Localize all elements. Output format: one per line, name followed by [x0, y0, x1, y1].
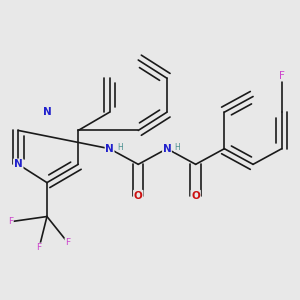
- Text: O: O: [191, 191, 200, 201]
- Text: N: N: [163, 144, 171, 154]
- Text: N: N: [14, 159, 22, 169]
- Text: H: H: [117, 143, 123, 152]
- Text: N: N: [43, 107, 51, 117]
- Text: F: F: [8, 217, 13, 226]
- Text: F: F: [279, 71, 285, 81]
- Text: N: N: [105, 144, 114, 154]
- Text: F: F: [65, 238, 70, 247]
- Text: F: F: [37, 243, 42, 252]
- Text: O: O: [134, 191, 142, 201]
- Text: H: H: [174, 143, 180, 152]
